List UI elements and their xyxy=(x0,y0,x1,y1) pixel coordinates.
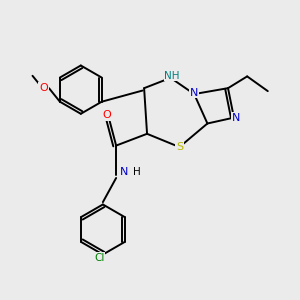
Text: O: O xyxy=(102,110,111,120)
Text: S: S xyxy=(176,142,183,152)
Text: N: N xyxy=(120,167,129,177)
Text: Cl: Cl xyxy=(94,253,104,263)
Text: N: N xyxy=(190,88,198,98)
Text: O: O xyxy=(39,83,48,93)
Text: H: H xyxy=(133,167,141,177)
Text: NH: NH xyxy=(164,70,180,80)
Text: N: N xyxy=(232,112,241,123)
